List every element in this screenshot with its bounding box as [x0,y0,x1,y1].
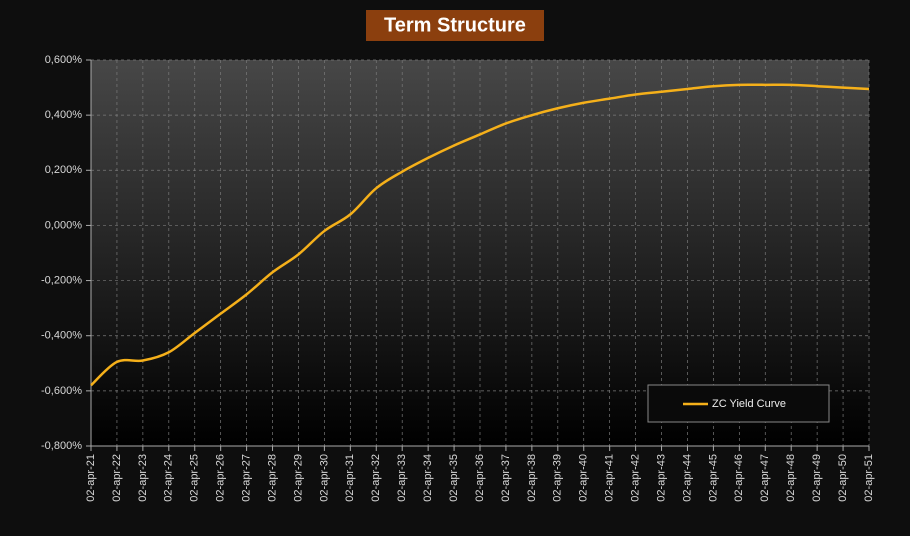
x-tick-label: 02-apr-21 [85,454,97,502]
x-tick-label: 02-apr-39 [552,454,564,502]
legend-label: ZC Yield Curve [712,398,786,410]
title-box [366,10,544,41]
x-tick-label: 02-apr-37 [500,454,512,502]
x-tick-label: 02-apr-29 [292,454,304,502]
x-tick-label: 02-apr-49 [811,454,823,502]
x-tick-label: 02-apr-31 [344,454,356,502]
x-tick-label: 02-apr-46 [733,454,745,502]
legend [647,384,830,423]
x-tick-label: 02-apr-48 [785,454,797,502]
x-tick-label: 02-apr-25 [189,454,201,502]
x-tick-label: 02-apr-28 [266,454,278,502]
chart-title: Term Structure [384,14,526,36]
x-tick-label: 02-apr-34 [422,454,434,502]
x-tick-label: 02-apr-30 [318,454,330,502]
x-tick-label: 02-apr-40 [578,454,590,502]
y-tick-label: -0,200% [41,274,82,286]
y-tick-label: 0,600% [45,54,83,66]
x-tick-label: 02-apr-41 [604,454,616,502]
y-tick-label: -0,400% [41,330,82,342]
x-tick-label: 02-apr-22 [111,454,123,502]
x-tick-label: 02-apr-44 [681,454,693,502]
x-tick-label: 02-apr-51 [863,454,875,502]
x-tick-label: 02-apr-26 [215,454,227,502]
x-tick-label: 02-apr-24 [163,454,175,502]
y-tick-label: -0,600% [41,385,82,397]
data-line [90,83,870,387]
x-tick-label: 02-apr-33 [396,454,408,502]
x-tick-label: 02-apr-50 [837,454,849,502]
x-tick-label: 02-apr-45 [707,454,719,502]
x-tick-label: 02-apr-35 [448,454,460,502]
x-tick-label: 02-apr-38 [526,454,538,502]
x-tick-label: 02-apr-43 [655,454,667,502]
x-tick-label: 02-apr-47 [759,454,771,502]
y-tick-label: 0,200% [45,164,83,176]
y-tick-label: -0,800% [41,440,82,452]
x-tick-label: 02-apr-27 [241,454,253,502]
y-tick-label: 0,400% [45,109,83,121]
x-tick-label: 02-apr-36 [474,454,486,502]
x-tick-label: 02-apr-32 [370,454,382,502]
y-tick-label: 0,000% [45,219,83,231]
x-tick-label: 02-apr-23 [137,454,149,502]
x-tick-label: 02-apr-42 [630,454,642,502]
